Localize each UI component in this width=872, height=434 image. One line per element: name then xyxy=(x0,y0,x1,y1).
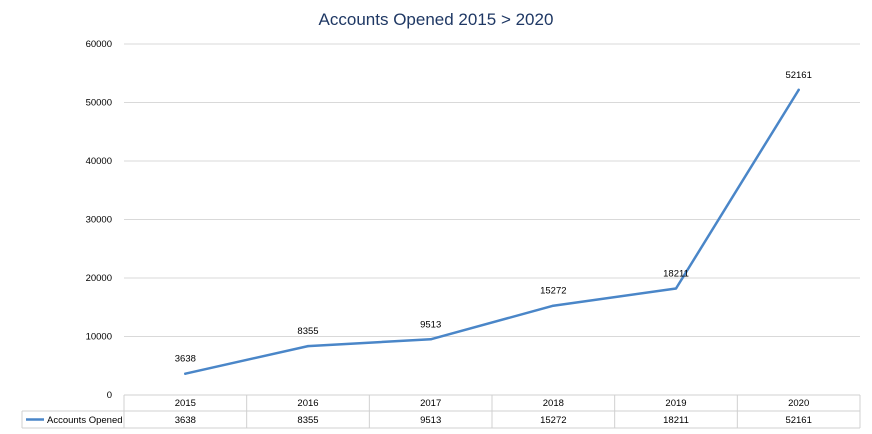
data-point xyxy=(797,88,800,92)
series-group xyxy=(184,88,800,375)
x-tick-label: 2019 xyxy=(665,398,686,409)
y-tick-label: 60000 xyxy=(86,39,112,50)
data-label: 52161 xyxy=(785,70,811,81)
gridlines xyxy=(124,43,860,337)
x-tick-label: 2017 xyxy=(420,398,441,409)
legend-label: Accounts Opened xyxy=(47,415,123,426)
data-label: 15272 xyxy=(540,286,566,297)
table-cell: 8355 xyxy=(297,415,318,426)
x-tick-label: 2020 xyxy=(788,398,809,409)
table-cell: 52161 xyxy=(785,415,811,426)
x-tick-label: 2015 xyxy=(175,398,196,409)
data-point xyxy=(674,287,678,290)
data-label: 8355 xyxy=(297,326,318,337)
y-axis: 0 10000 20000 30000 40000 50000 60000 xyxy=(86,39,112,401)
data-labels: 3638 8355 9513 15272 18211 52161 xyxy=(175,70,812,365)
data-point xyxy=(552,304,555,307)
x-tick-label: 2016 xyxy=(297,398,318,409)
data-label: 9513 xyxy=(420,319,441,330)
table-cell: 9513 xyxy=(420,415,441,426)
data-point xyxy=(306,344,310,348)
table-cell: 3638 xyxy=(175,415,196,426)
y-tick-label: 40000 xyxy=(86,156,112,167)
table-cell: 15272 xyxy=(540,415,566,426)
data-table: 2015 2016 2017 2018 2019 2020 3638 8355 9513 1527… xyxy=(21,394,861,429)
y-tick-label: 30000 xyxy=(86,215,112,226)
y-tick-label: 10000 xyxy=(86,332,112,343)
series-line xyxy=(184,88,800,375)
data-point xyxy=(429,338,432,341)
chart-title: Accounts Opened 2015 > 2020 xyxy=(319,10,554,29)
x-tick-label: 2018 xyxy=(543,398,564,409)
table-cell: 18211 xyxy=(663,415,689,426)
y-tick-label: 50000 xyxy=(86,98,112,109)
data-label: 18211 xyxy=(663,268,689,279)
y-tick-label: 20000 xyxy=(86,273,112,284)
data-label: 3638 xyxy=(175,354,196,365)
y-tick-label: 0 xyxy=(107,390,112,401)
data-point xyxy=(184,372,187,375)
